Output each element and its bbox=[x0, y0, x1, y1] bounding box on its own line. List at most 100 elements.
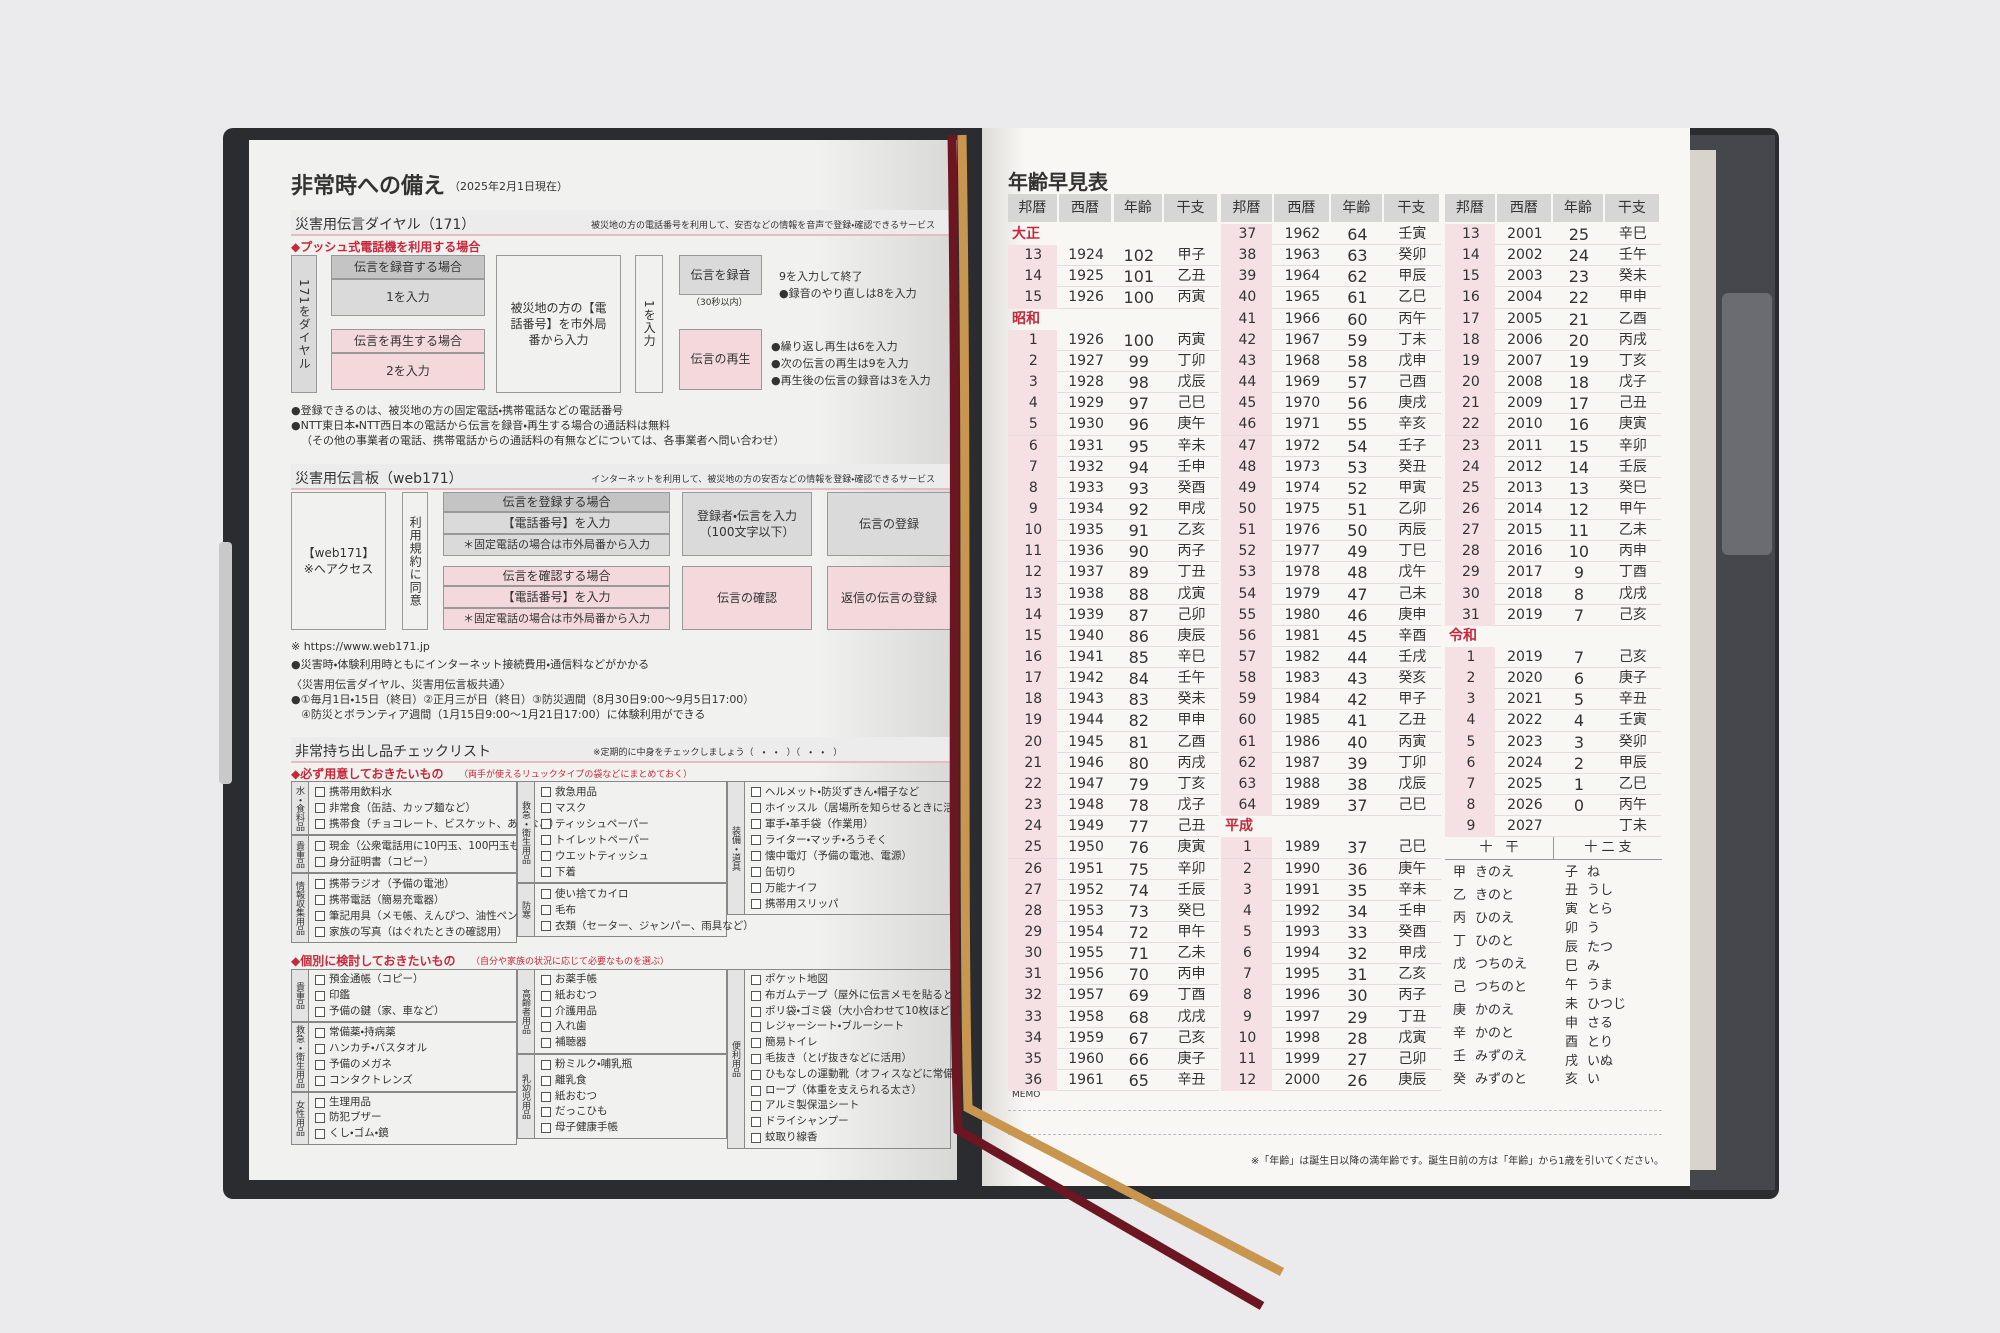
column-header: 邦暦 bbox=[1008, 194, 1057, 222]
cell: 37 bbox=[1347, 838, 1368, 858]
access-box: 【web171】※へアクセス bbox=[291, 492, 386, 630]
era-cell bbox=[1445, 604, 1495, 626]
cell: 89 bbox=[1128, 563, 1149, 583]
cell: 2020 bbox=[1507, 670, 1543, 687]
cell: 18 bbox=[1024, 691, 1043, 708]
row-line bbox=[1221, 751, 1441, 753]
row-line bbox=[1221, 942, 1441, 944]
cell: 1942 bbox=[1068, 670, 1104, 687]
era-cell bbox=[1445, 456, 1495, 478]
check-item: 使い捨てカイロ bbox=[555, 888, 629, 900]
cell: 乙酉 bbox=[1618, 310, 1647, 327]
cell: 11 bbox=[1024, 543, 1043, 560]
cell: 41 bbox=[1238, 310, 1257, 327]
check-item: コンタクトレンズ bbox=[329, 1073, 413, 1086]
cell: 1944 bbox=[1068, 712, 1104, 729]
checkbox bbox=[541, 990, 551, 1001]
era-cell bbox=[1445, 287, 1495, 309]
cell: 1954 bbox=[1068, 923, 1104, 940]
subheading: ◆個別に検討しておきたいもの bbox=[291, 954, 456, 968]
row-line bbox=[1221, 328, 1441, 330]
check-item: 預金通帳（コピー） bbox=[329, 973, 424, 985]
checkbox bbox=[541, 867, 551, 877]
cell: 己卯 bbox=[1177, 606, 1206, 623]
cell: 98 bbox=[1128, 373, 1149, 393]
checkbox bbox=[541, 889, 551, 899]
cell: 戊辰 bbox=[1177, 374, 1206, 391]
cell: 1945 bbox=[1068, 733, 1104, 750]
stem-reading: ひのえ bbox=[1475, 910, 1515, 926]
cell: 19 bbox=[1568, 351, 1590, 371]
branch-reading: いぬ bbox=[1587, 1053, 1614, 1069]
cell: 22 bbox=[1568, 288, 1590, 308]
checkbox bbox=[315, 895, 325, 905]
checkbox bbox=[751, 1054, 761, 1064]
item-cell bbox=[309, 873, 517, 943]
cell: 8 bbox=[1242, 987, 1252, 1004]
category-cell bbox=[517, 1054, 535, 1139]
cell: 1952 bbox=[1068, 881, 1104, 898]
row-line bbox=[1221, 392, 1441, 394]
check-item: 携帯ラジオ（予備の電池） bbox=[329, 878, 455, 890]
cell: 癸巳 bbox=[1618, 479, 1647, 496]
cell: 甲戌 bbox=[1177, 500, 1206, 517]
record-head: 伝言を録音する場合 bbox=[331, 255, 485, 279]
checkbox bbox=[315, 841, 325, 851]
cell: 27 bbox=[1462, 522, 1480, 539]
cell: 1932 bbox=[1068, 458, 1104, 475]
checkbox bbox=[315, 1097, 325, 1108]
era-cell bbox=[1445, 795, 1495, 817]
cell: 87 bbox=[1128, 605, 1149, 625]
save-box: 伝言の登録 bbox=[827, 492, 951, 556]
note: ●①毎月1日・15日（終日）②正月三が日（終日）③防災週間（8月30日9:00～… bbox=[291, 693, 755, 706]
column-header: 干支 bbox=[1604, 194, 1659, 222]
cell: 57 bbox=[1347, 373, 1368, 393]
row-line bbox=[1445, 349, 1661, 351]
cell: 庚寅 bbox=[1618, 416, 1647, 433]
category: 水・食料品 bbox=[294, 785, 304, 831]
cell: 99 bbox=[1128, 351, 1149, 371]
stem-reading: かのと bbox=[1475, 1026, 1515, 1042]
cell: 38 bbox=[1347, 774, 1368, 794]
cell: 6 bbox=[1466, 754, 1476, 771]
era-cell bbox=[1445, 520, 1495, 542]
note: ●災害時・体験利用時ともにインターネット接続費用・通信料などがかかる bbox=[291, 658, 650, 671]
cell: 1965 bbox=[1284, 289, 1321, 306]
cell: 1940 bbox=[1068, 627, 1104, 644]
check-item: 身分証明書（コピー） bbox=[329, 856, 434, 868]
column-header: 西暦 bbox=[1273, 194, 1329, 222]
cell: 59 bbox=[1238, 691, 1257, 708]
cell: 29 bbox=[1024, 923, 1043, 940]
cell: 36 bbox=[1347, 859, 1368, 879]
cell: 100 bbox=[1123, 288, 1155, 308]
cell: 1997 bbox=[1284, 1008, 1321, 1025]
cell: 25 bbox=[1568, 225, 1590, 244]
rec-limit: （30秒以内） bbox=[691, 298, 748, 308]
cell: 46 bbox=[1238, 416, 1257, 433]
cell: 76 bbox=[1128, 838, 1149, 858]
cell: 1947 bbox=[1068, 775, 1104, 792]
check-item: 衣類（セーター、ジャンパー、雨具など） bbox=[555, 920, 754, 932]
cell: 14 bbox=[1024, 268, 1043, 285]
category: 情報収集用品 bbox=[294, 881, 304, 935]
cell: 70 bbox=[1128, 965, 1149, 985]
section-bar bbox=[291, 464, 951, 490]
checkbox bbox=[751, 975, 761, 985]
cell: 68 bbox=[1128, 1007, 1149, 1027]
row-line bbox=[1221, 624, 1441, 626]
cell: 28 bbox=[1024, 902, 1043, 919]
category: 女性用品 bbox=[294, 1100, 304, 1137]
checkbox bbox=[541, 1107, 551, 1118]
branch-reading: とり bbox=[1587, 1034, 1614, 1050]
row-line bbox=[1221, 709, 1441, 711]
cell: 1926 bbox=[1068, 289, 1104, 306]
category-cell bbox=[291, 1091, 309, 1145]
cell: 5 bbox=[1242, 923, 1252, 940]
cell: 27 bbox=[1347, 1049, 1368, 1069]
cell: 丁丑 bbox=[1398, 1008, 1427, 1025]
cell: 丁丑 bbox=[1177, 564, 1206, 581]
cell: 2 bbox=[1466, 670, 1476, 687]
cell: 80 bbox=[1128, 753, 1149, 773]
era-cell bbox=[1445, 329, 1495, 351]
row-line bbox=[1221, 413, 1441, 415]
